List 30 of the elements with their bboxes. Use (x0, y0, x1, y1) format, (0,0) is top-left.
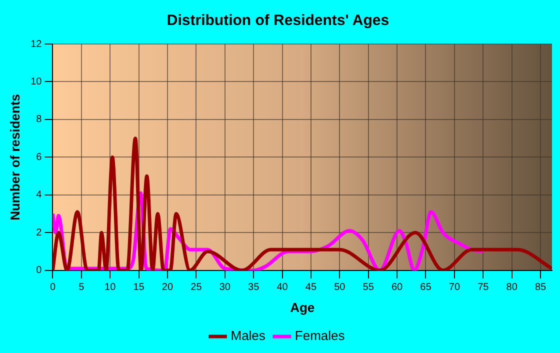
x-tick-label: 85 (534, 282, 547, 294)
y-tick-label: 0 (36, 265, 42, 276)
x-tick-label: 80 (506, 282, 518, 294)
x-tick-label: 65 (420, 282, 432, 294)
x-tick-label: 70 (448, 282, 460, 294)
x-tick-label: 5 (78, 282, 85, 294)
x-tick-label: 0 (50, 282, 56, 294)
x-tick-label: 40 (276, 282, 288, 294)
y-tick-label: 8 (36, 114, 42, 126)
y-axis-title: Number of residents (7, 94, 22, 220)
legend-label: Males (230, 328, 266, 344)
y-tick-label: 2 (36, 227, 42, 238)
x-tick-label: 55 (362, 282, 374, 294)
x-tick-label: 75 (478, 282, 490, 294)
x-axis-title: Age (290, 300, 315, 315)
legend-label: Females (294, 328, 346, 344)
x-tick-label: 10 (104, 282, 116, 294)
x-tick-label: 45 (305, 282, 317, 294)
x-tick-label: 50 (334, 282, 346, 294)
x-tick-label: 25 (190, 282, 202, 294)
x-tick-label: 35 (248, 282, 260, 294)
y-tick-label: 4 (36, 190, 42, 201)
x-tick-label: 60 (391, 282, 404, 294)
y-tick-label: 12 (30, 38, 42, 50)
x-tick-label: 30 (219, 282, 231, 294)
x-tick-label: 20 (162, 282, 174, 294)
chart-title: Distribution of Residents' Ages (166, 12, 390, 30)
y-tick-label: 6 (36, 152, 42, 163)
x-tick-label: 15 (133, 282, 145, 294)
y-tick-label: 10 (30, 76, 42, 88)
